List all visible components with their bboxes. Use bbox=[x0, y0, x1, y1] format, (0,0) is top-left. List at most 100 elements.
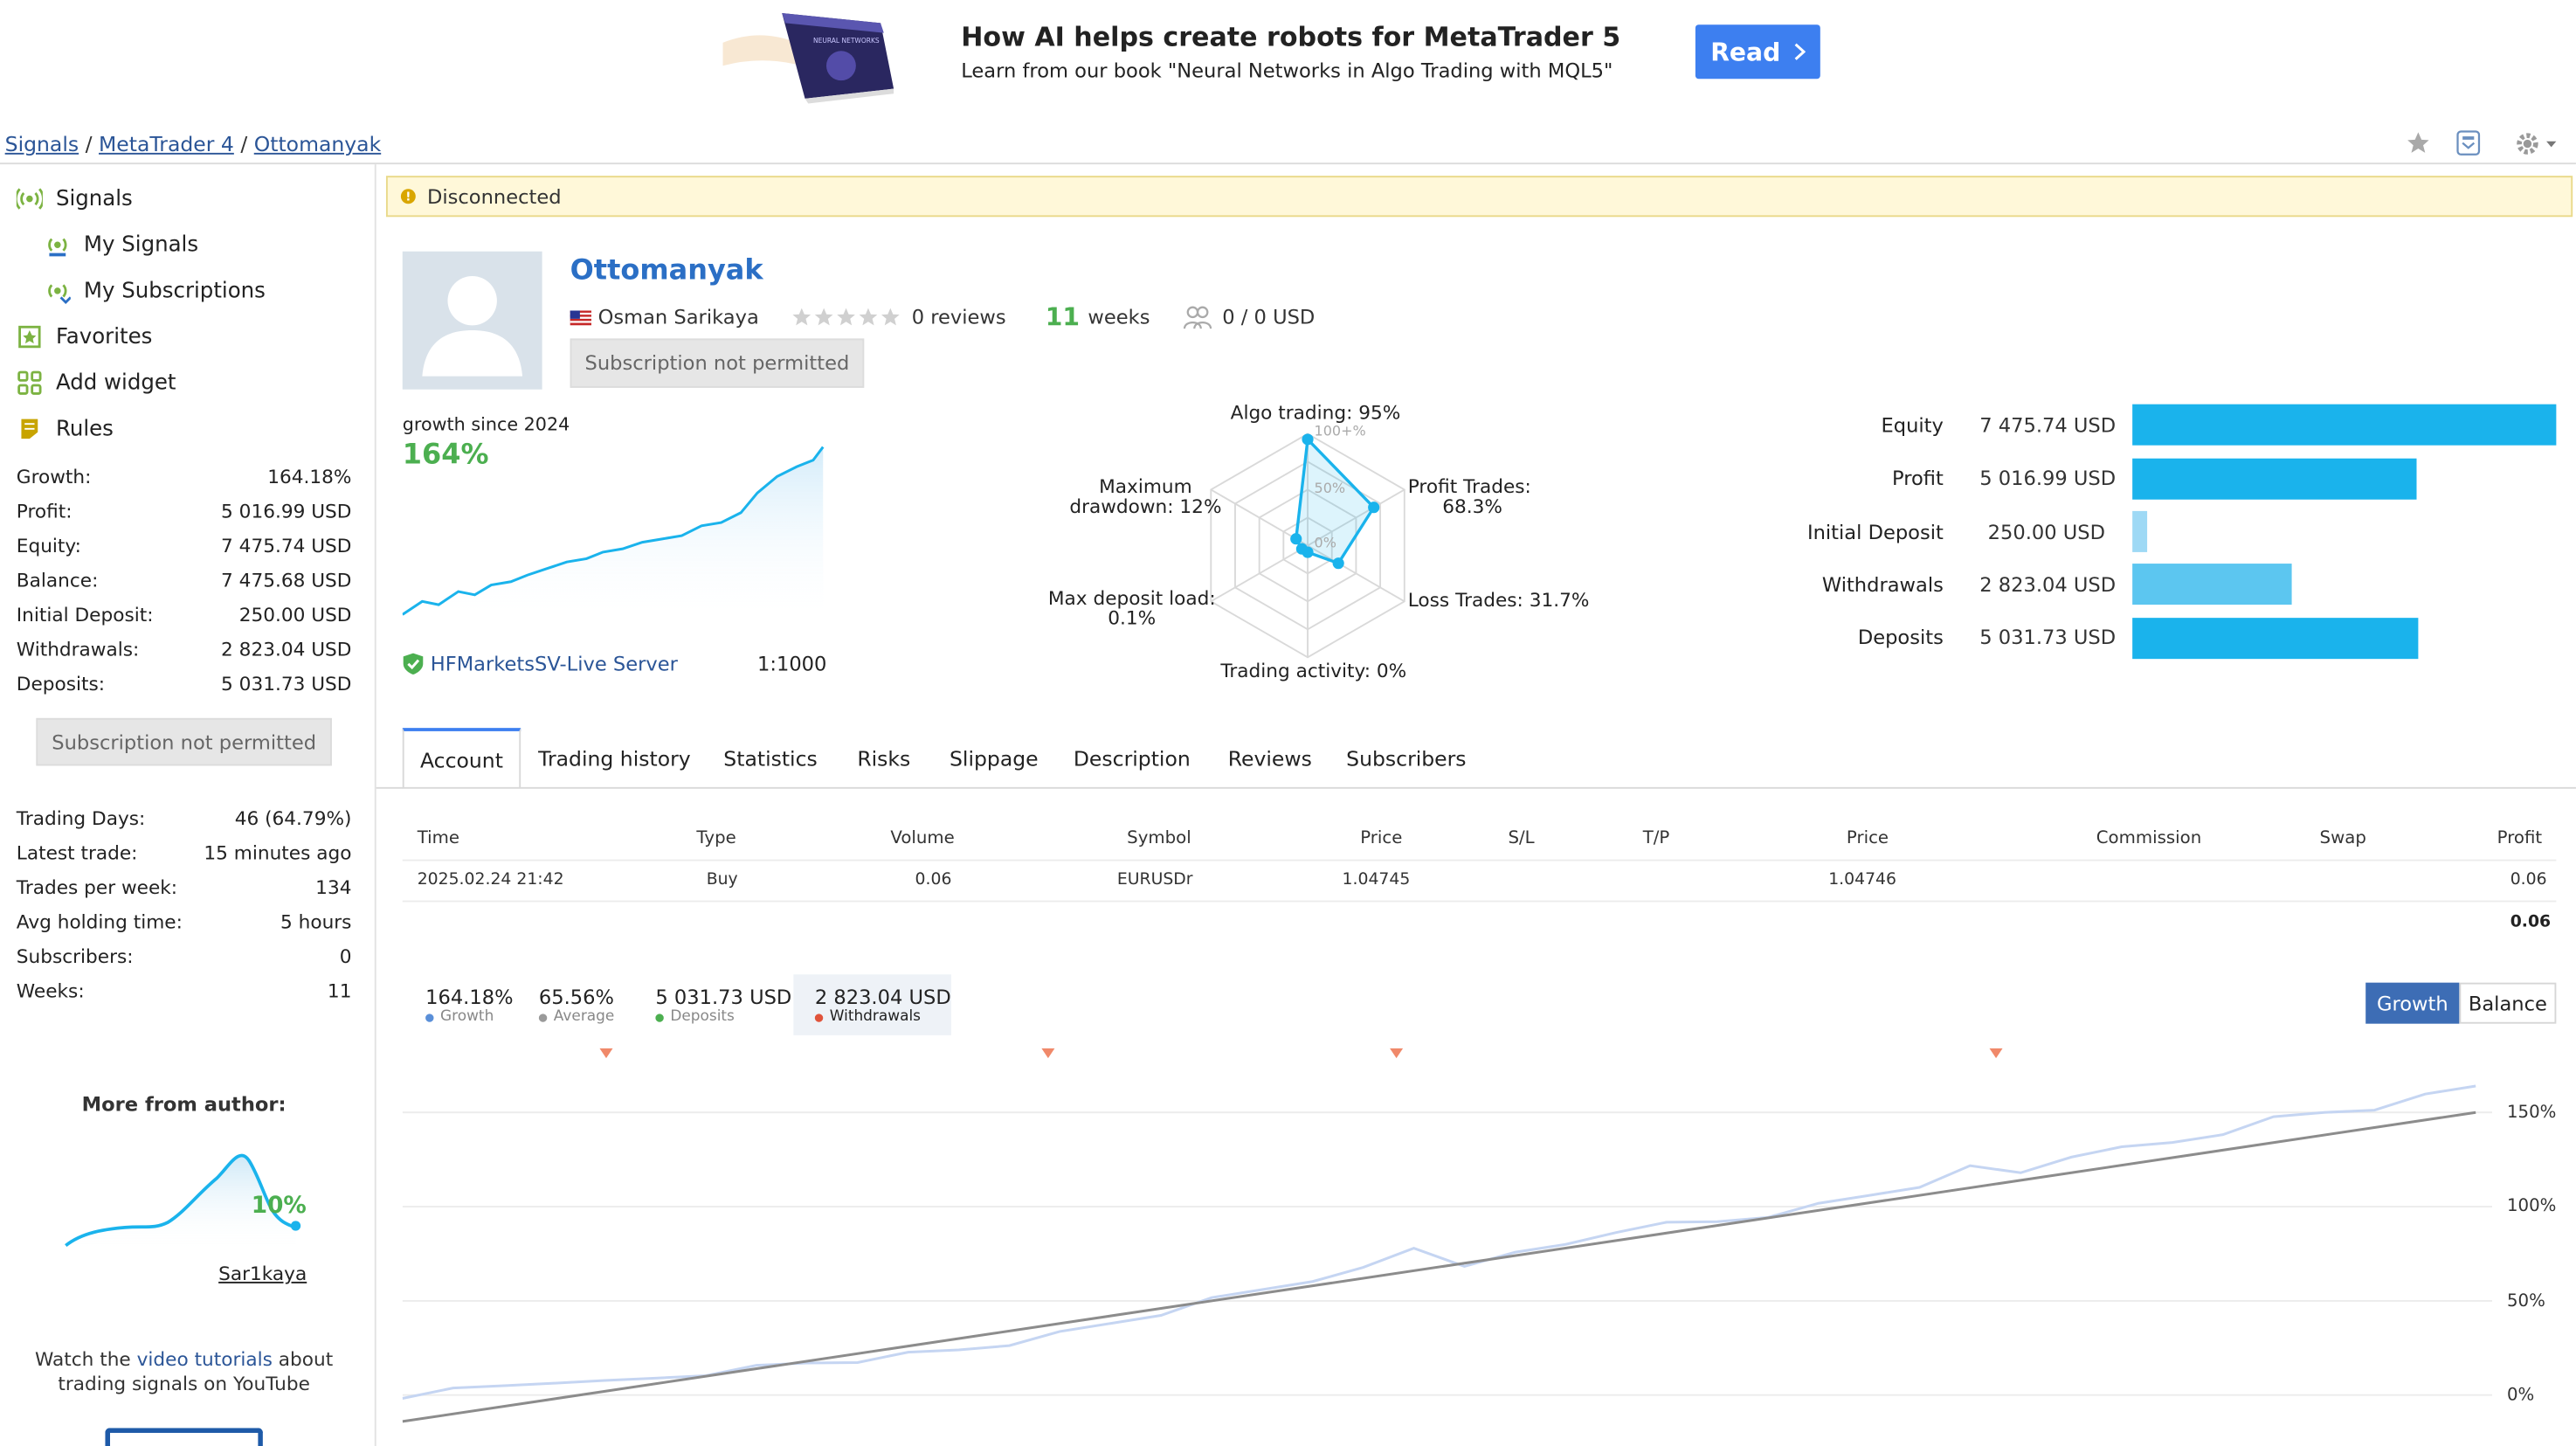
stat-subscribers: Subscribers: 0 bbox=[17, 944, 352, 967]
subscribe-button-main[interactable]: Subscription not permitted bbox=[570, 338, 865, 388]
sidebar-item-rules[interactable]: Rules bbox=[17, 416, 114, 442]
chart-stat-deposits[interactable]: 5 031.73 USD Deposits bbox=[655, 986, 792, 1026]
stat-value: 11 bbox=[327, 979, 352, 1003]
withdrawal-marker[interactable] bbox=[1390, 1048, 1404, 1059]
cell-profit: 0.06 bbox=[2510, 870, 2547, 889]
stat-avg-holding: Avg holding time: 5 hours bbox=[17, 910, 352, 933]
header-divider bbox=[0, 163, 2576, 165]
video-tutorials-link[interactable]: video tutorials bbox=[136, 1347, 273, 1371]
user-silhouette-icon bbox=[422, 275, 523, 377]
chart-stat-average[interactable]: 65.56% Average bbox=[538, 986, 615, 1026]
balance-toggle-button[interactable]: Balance bbox=[2459, 982, 2557, 1024]
radar-point bbox=[1295, 543, 1308, 555]
bar-value-equity: 7 475.74 USD bbox=[1979, 413, 2117, 438]
tab-subscribers[interactable]: Subscribers bbox=[1346, 745, 1467, 771]
breadcrumb-separator: / bbox=[240, 131, 254, 156]
tab-reviews[interactable]: Reviews bbox=[1227, 745, 1312, 771]
table-header-commission[interactable]: Commission bbox=[2096, 827, 2202, 848]
table-header-tp[interactable]: T/P bbox=[1642, 827, 1670, 848]
chart-stat-label: Average bbox=[553, 1008, 615, 1026]
chart-stat-legend: Growth bbox=[425, 1009, 513, 1026]
read-button[interactable]: Read bbox=[1695, 24, 1820, 80]
sidebar-item-label: Signals bbox=[55, 186, 133, 211]
table-header-price-current[interactable]: Price bbox=[1846, 827, 1889, 848]
reviews-count[interactable]: 0 reviews bbox=[911, 305, 1006, 329]
bar-initial-deposit bbox=[2132, 510, 2148, 552]
subscribe-button-sidebar[interactable]: Subscription not permitted bbox=[36, 717, 332, 766]
growth-sparkline[interactable] bbox=[402, 444, 826, 625]
tab-statistics[interactable]: Statistics bbox=[723, 745, 818, 771]
more-from-author-heading: More from author: bbox=[81, 1092, 287, 1116]
chart-stat-value: 5 031.73 USD bbox=[655, 986, 792, 1009]
leverage-value: 1:1000 bbox=[757, 652, 827, 675]
youtube-banner[interactable] bbox=[105, 1428, 263, 1446]
chart-stat-growth[interactable]: 164.18% Growth bbox=[425, 986, 514, 1026]
sidebar-item-label: My Signals bbox=[83, 232, 199, 258]
withdrawal-marker[interactable] bbox=[599, 1048, 613, 1059]
table-header-volume[interactable]: Volume bbox=[890, 827, 955, 848]
growth-toggle-button[interactable]: Growth bbox=[2365, 982, 2460, 1024]
signal-icon bbox=[16, 188, 43, 210]
chart-stat-withdrawals[interactable]: 2 823.04 USD Withdrawals bbox=[793, 974, 951, 1035]
server-link[interactable]: HFMarketsSV-Live Server bbox=[430, 652, 678, 675]
banner-subtitle[interactable]: Learn from our book "Neural Networks in … bbox=[961, 59, 1613, 83]
weeks-count: 11 bbox=[1045, 302, 1081, 332]
withdrawal-marker[interactable] bbox=[1989, 1048, 2003, 1059]
star-icon[interactable] bbox=[2407, 131, 2429, 154]
table-header-profit[interactable]: Profit bbox=[2497, 827, 2543, 848]
sidebar-item-my-subscriptions[interactable]: My Subscriptions bbox=[45, 278, 266, 304]
settings-gear-icon[interactable] bbox=[2515, 131, 2561, 156]
bar-label-deposits: Deposits bbox=[1857, 626, 1944, 649]
radar-label-profit: Profit Trades: 68.3% bbox=[1408, 476, 1531, 515]
tab-risks[interactable]: Risks bbox=[857, 745, 911, 771]
sidebar-divider bbox=[374, 164, 376, 1446]
author-growth-sparkline[interactable] bbox=[59, 1142, 306, 1254]
withdrawal-marker[interactable] bbox=[1041, 1048, 1055, 1059]
tab-description[interactable]: Description bbox=[1073, 745, 1191, 771]
sidebar-item-label: Rules bbox=[55, 416, 114, 441]
breadcrumb-ottomanyak[interactable]: Ottomanyak bbox=[253, 131, 382, 156]
bookmark-icon[interactable] bbox=[2456, 130, 2481, 156]
stat-value: 7 475.68 USD bbox=[221, 568, 352, 592]
sidebar-item-signals[interactable]: Signals bbox=[16, 186, 133, 212]
widget-icon bbox=[17, 370, 42, 395]
table-header-swap[interactable]: Swap bbox=[2319, 827, 2366, 848]
sidebar-item-my-signals[interactable]: My Signals bbox=[45, 232, 198, 258]
legend-dot bbox=[655, 1013, 664, 1021]
tab-slippage[interactable]: Slippage bbox=[949, 745, 1039, 771]
radar-axis bbox=[1307, 544, 1405, 603]
table-header-symbol[interactable]: Symbol bbox=[1127, 827, 1191, 848]
sidebar-item-add-widget[interactable]: Add widget bbox=[17, 370, 176, 396]
radar-label-load: Max deposit load: 0.1% bbox=[1048, 588, 1216, 627]
stat-label: Equity: bbox=[16, 534, 81, 557]
bar-value-deposits: 5 031.73 USD bbox=[1979, 626, 2117, 649]
breadcrumb-signals[interactable]: Signals bbox=[4, 131, 79, 156]
banner-title[interactable]: How AI helps create robots for MetaTrade… bbox=[961, 21, 1621, 53]
table-header-price-open[interactable]: Price bbox=[1360, 827, 1403, 848]
signal-name[interactable]: Ottomanyak bbox=[570, 254, 763, 288]
table-header-type[interactable]: Type bbox=[696, 827, 736, 848]
tab-account[interactable]: Account bbox=[402, 728, 521, 789]
stat-value: 134 bbox=[315, 875, 352, 899]
bar-label-equity: Equity bbox=[1881, 413, 1944, 438]
book-cover-image[interactable]: NEURAL NETWORKS bbox=[722, 7, 921, 106]
tab-trading-history[interactable]: Trading history bbox=[538, 745, 691, 771]
table-header-sl[interactable]: S/L bbox=[1508, 827, 1535, 848]
radar-label-algo: Algo trading: 95% bbox=[1230, 400, 1401, 425]
author-name[interactable]: Osman Sarikaya bbox=[597, 305, 759, 329]
stat-initial-deposit: Initial Deposit: 250.00 USD bbox=[17, 603, 352, 626]
legend-dot bbox=[425, 1013, 434, 1021]
stat-value: 46 (64.79%) bbox=[234, 806, 352, 830]
radar-chart bbox=[1210, 432, 1405, 659]
growth-chart[interactable] bbox=[402, 1043, 2505, 1446]
author-name-link[interactable]: Sar1kaya bbox=[218, 1262, 307, 1285]
chart-stat-label: Growth bbox=[440, 1008, 494, 1026]
table-header-time[interactable]: Time bbox=[417, 827, 460, 848]
profile-meta: Osman Sarikaya 0 reviews 11 weeks 0 / 0 … bbox=[570, 302, 1315, 332]
radar-tick-50: 50% bbox=[1314, 481, 1346, 498]
sidebar-item-favorites[interactable]: Favorites bbox=[17, 323, 153, 349]
sidebar-item-label: Favorites bbox=[55, 324, 153, 349]
breadcrumb-metatrader4[interactable]: MetaTrader 4 bbox=[99, 131, 234, 156]
tabs-divider bbox=[376, 786, 2576, 789]
radar-point bbox=[1368, 502, 1380, 514]
